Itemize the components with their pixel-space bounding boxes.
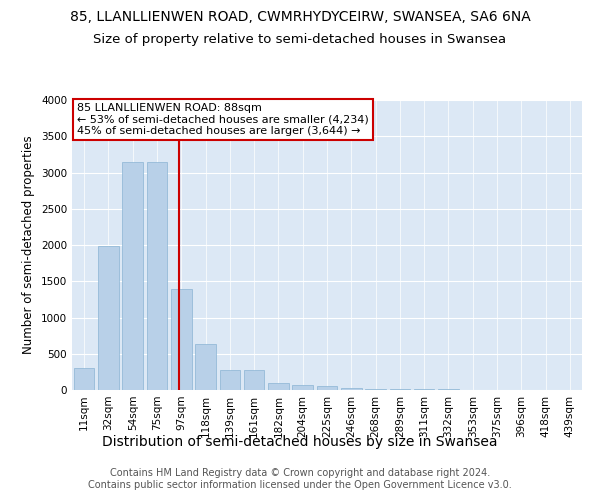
Text: Size of property relative to semi-detached houses in Swansea: Size of property relative to semi-detach… bbox=[94, 32, 506, 46]
Bar bbox=[122, 162, 143, 390]
Bar bbox=[244, 370, 265, 390]
Bar bbox=[317, 386, 337, 390]
Bar bbox=[146, 162, 167, 390]
Bar bbox=[292, 385, 313, 390]
Y-axis label: Number of semi-detached properties: Number of semi-detached properties bbox=[22, 136, 35, 354]
Bar bbox=[195, 344, 216, 390]
Text: Contains HM Land Registry data © Crown copyright and database right 2024.
Contai: Contains HM Land Registry data © Crown c… bbox=[88, 468, 512, 490]
Text: Distribution of semi-detached houses by size in Swansea: Distribution of semi-detached houses by … bbox=[102, 435, 498, 449]
Bar bbox=[74, 368, 94, 390]
Bar bbox=[220, 370, 240, 390]
Bar bbox=[98, 246, 119, 390]
Bar bbox=[365, 388, 386, 390]
Text: 85, LLANLLIENWEN ROAD, CWMRHYDYCEIRW, SWANSEA, SA6 6NA: 85, LLANLLIENWEN ROAD, CWMRHYDYCEIRW, SW… bbox=[70, 10, 530, 24]
Bar bbox=[171, 289, 191, 390]
Bar bbox=[268, 383, 289, 390]
Bar bbox=[389, 389, 410, 390]
Bar bbox=[341, 388, 362, 390]
Text: 85 LLANLLIENWEN ROAD: 88sqm
← 53% of semi-detached houses are smaller (4,234)
45: 85 LLANLLIENWEN ROAD: 88sqm ← 53% of sem… bbox=[77, 103, 369, 136]
